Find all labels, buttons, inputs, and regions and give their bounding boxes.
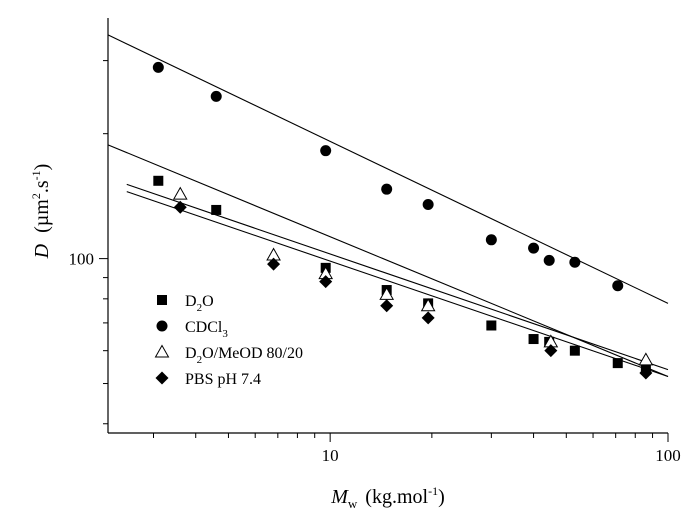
legend-marker	[157, 295, 167, 305]
data-point	[267, 257, 281, 271]
legend-label: CDCl3	[185, 319, 228, 340]
data-point	[612, 280, 624, 292]
data-point	[485, 234, 497, 246]
axis-ticks	[99, 60, 669, 442]
x-tick-label: 10	[322, 446, 339, 465]
data-point	[319, 275, 333, 289]
data-point	[569, 345, 580, 356]
data-point	[486, 320, 497, 331]
data-point	[528, 242, 540, 254]
legend-label: PBS pH 7.4	[185, 371, 261, 388]
x-axis-title: Mw (kg.mol-1)	[330, 484, 445, 511]
data-point	[528, 334, 539, 345]
x-tick-label: 100	[655, 446, 681, 465]
data-point	[544, 344, 558, 358]
data-point	[612, 358, 623, 369]
legend-label: D2O/MeOD 80/20	[185, 345, 303, 366]
fit-line	[107, 34, 669, 304]
y-tick-label: 100	[69, 250, 95, 269]
fit-line	[126, 191, 669, 377]
data-point	[381, 183, 393, 195]
plot-frame	[107, 18, 668, 434]
data-point	[638, 352, 654, 366]
data-point	[211, 204, 222, 215]
data-point	[173, 200, 187, 214]
data-point	[420, 298, 436, 312]
fit-line	[107, 144, 669, 377]
legend-marker	[154, 344, 170, 358]
data-point	[421, 311, 435, 325]
data-point	[422, 199, 434, 211]
data-point	[172, 186, 188, 200]
legend-marker	[156, 320, 168, 332]
y-axis-title: D (µm2.s-1)	[29, 164, 53, 260]
data-point	[153, 175, 164, 186]
data-points	[152, 61, 654, 380]
data-point	[639, 366, 653, 380]
data-point	[210, 90, 222, 102]
data-point	[380, 299, 394, 313]
data-point	[543, 254, 555, 266]
legend: D2O CDCl3 D2O/MeOD 80/20 PBS pH 7.4	[154, 293, 303, 388]
data-point	[320, 145, 332, 157]
data-point	[152, 61, 164, 73]
fit-line	[126, 183, 669, 371]
data-point	[569, 256, 581, 268]
legend-marker	[155, 371, 169, 385]
legend-label: D2O	[185, 293, 214, 314]
axis-tick-labels: 10 100 100	[69, 250, 681, 465]
